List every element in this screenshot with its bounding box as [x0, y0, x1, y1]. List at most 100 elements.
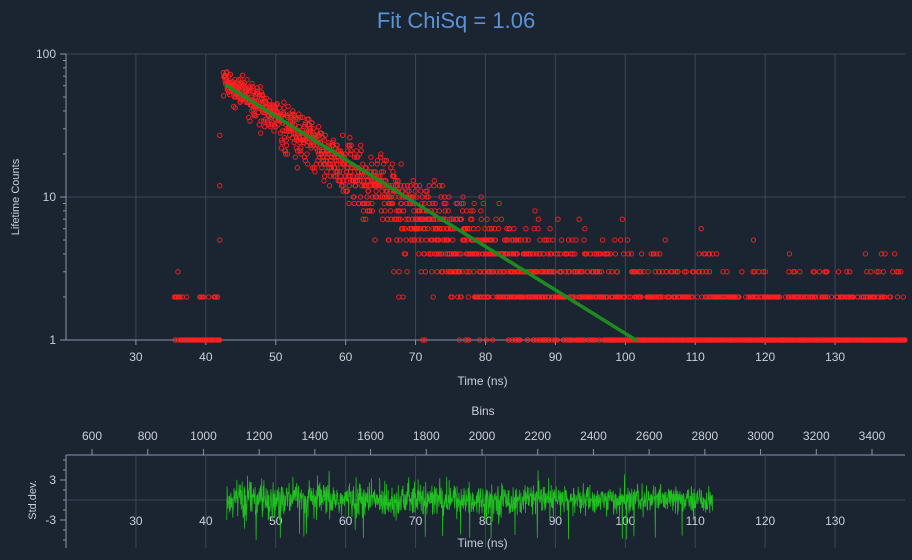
data-point — [804, 337, 810, 343]
data-point — [397, 216, 403, 222]
data-point — [321, 173, 328, 179]
bins-tick-label: 2400 — [580, 429, 607, 443]
data-point — [849, 337, 856, 343]
data-point — [743, 337, 749, 343]
data-point — [217, 337, 223, 343]
data-point — [249, 81, 255, 87]
data-point — [839, 337, 845, 343]
data-point — [292, 116, 299, 122]
data-point — [422, 337, 428, 343]
data-point — [449, 294, 455, 300]
data-point — [638, 269, 644, 275]
data-point — [395, 216, 402, 222]
data-point — [750, 337, 756, 343]
data-point — [828, 337, 835, 343]
data-point — [432, 200, 438, 207]
data-point — [381, 200, 387, 207]
data-point — [656, 269, 662, 275]
data-point — [546, 337, 552, 343]
data-point — [237, 98, 244, 104]
data-point — [429, 269, 435, 275]
data-point — [530, 251, 537, 257]
data-point — [232, 105, 238, 111]
data-point — [469, 216, 475, 222]
data-point — [789, 294, 795, 300]
data-point — [824, 269, 830, 275]
data-point — [315, 124, 322, 130]
data-point — [372, 237, 378, 243]
data-point — [276, 105, 282, 111]
data-point — [862, 337, 868, 343]
data-point — [832, 337, 838, 343]
data-point — [324, 169, 330, 175]
data-point — [429, 200, 436, 207]
data-point — [279, 139, 285, 146]
data-point — [732, 337, 739, 343]
data-point — [718, 337, 725, 343]
data-point — [685, 337, 691, 343]
data-point — [628, 251, 635, 257]
bins-tick-label: 1400 — [302, 429, 329, 443]
data-point — [797, 269, 803, 275]
data-point — [348, 142, 354, 148]
bins-tick-label: 2000 — [469, 429, 496, 443]
data-point — [891, 337, 898, 343]
data-point — [358, 148, 364, 154]
data-point — [418, 188, 424, 194]
data-point — [391, 269, 397, 275]
data-point — [483, 337, 490, 343]
data-point — [431, 178, 437, 184]
residual-x-tick-label: 80 — [479, 514, 493, 528]
data-point — [659, 337, 665, 343]
data-point — [638, 294, 644, 300]
data-point — [308, 142, 314, 148]
data-point — [213, 294, 219, 300]
data-point — [792, 337, 798, 343]
residual-x-axis-label: Time (ns) — [457, 536, 507, 550]
data-point — [346, 183, 352, 189]
data-point — [175, 337, 181, 343]
data-point — [329, 154, 335, 160]
data-point — [377, 183, 383, 189]
data-point — [398, 200, 404, 207]
data-point — [762, 269, 768, 275]
data-point — [254, 85, 261, 91]
bins-tick-label: 1200 — [246, 429, 273, 443]
data-point — [447, 216, 453, 222]
data-point — [724, 337, 730, 343]
data-point — [404, 188, 411, 194]
data-point — [301, 154, 308, 160]
data-point — [436, 183, 443, 189]
data-point — [676, 337, 683, 343]
data-point — [816, 337, 823, 343]
data-point — [331, 173, 337, 179]
data-point — [561, 337, 567, 343]
data-point — [813, 337, 819, 343]
data-point — [309, 120, 315, 126]
data-point — [694, 337, 700, 343]
x-tick-label: 110 — [686, 350, 705, 364]
data-point — [459, 200, 465, 207]
data-point — [686, 294, 692, 300]
data-point — [480, 200, 486, 207]
data-point — [300, 114, 306, 121]
data-point — [438, 226, 444, 232]
bins-axis-label: Bins — [471, 404, 494, 418]
data-point — [284, 151, 291, 157]
data-point — [675, 269, 681, 275]
data-point — [882, 251, 888, 257]
data-point — [510, 237, 517, 243]
data-point — [812, 294, 818, 300]
data-point — [729, 337, 735, 343]
data-point — [802, 294, 808, 300]
data-point — [430, 294, 436, 300]
data-point — [281, 99, 287, 105]
data-point — [367, 208, 373, 214]
data-point — [537, 237, 543, 243]
data-point — [662, 237, 668, 243]
data-point — [307, 126, 313, 132]
data-point — [373, 188, 379, 194]
data-point — [696, 269, 702, 275]
data-point — [837, 337, 843, 343]
data-point — [282, 151, 289, 157]
